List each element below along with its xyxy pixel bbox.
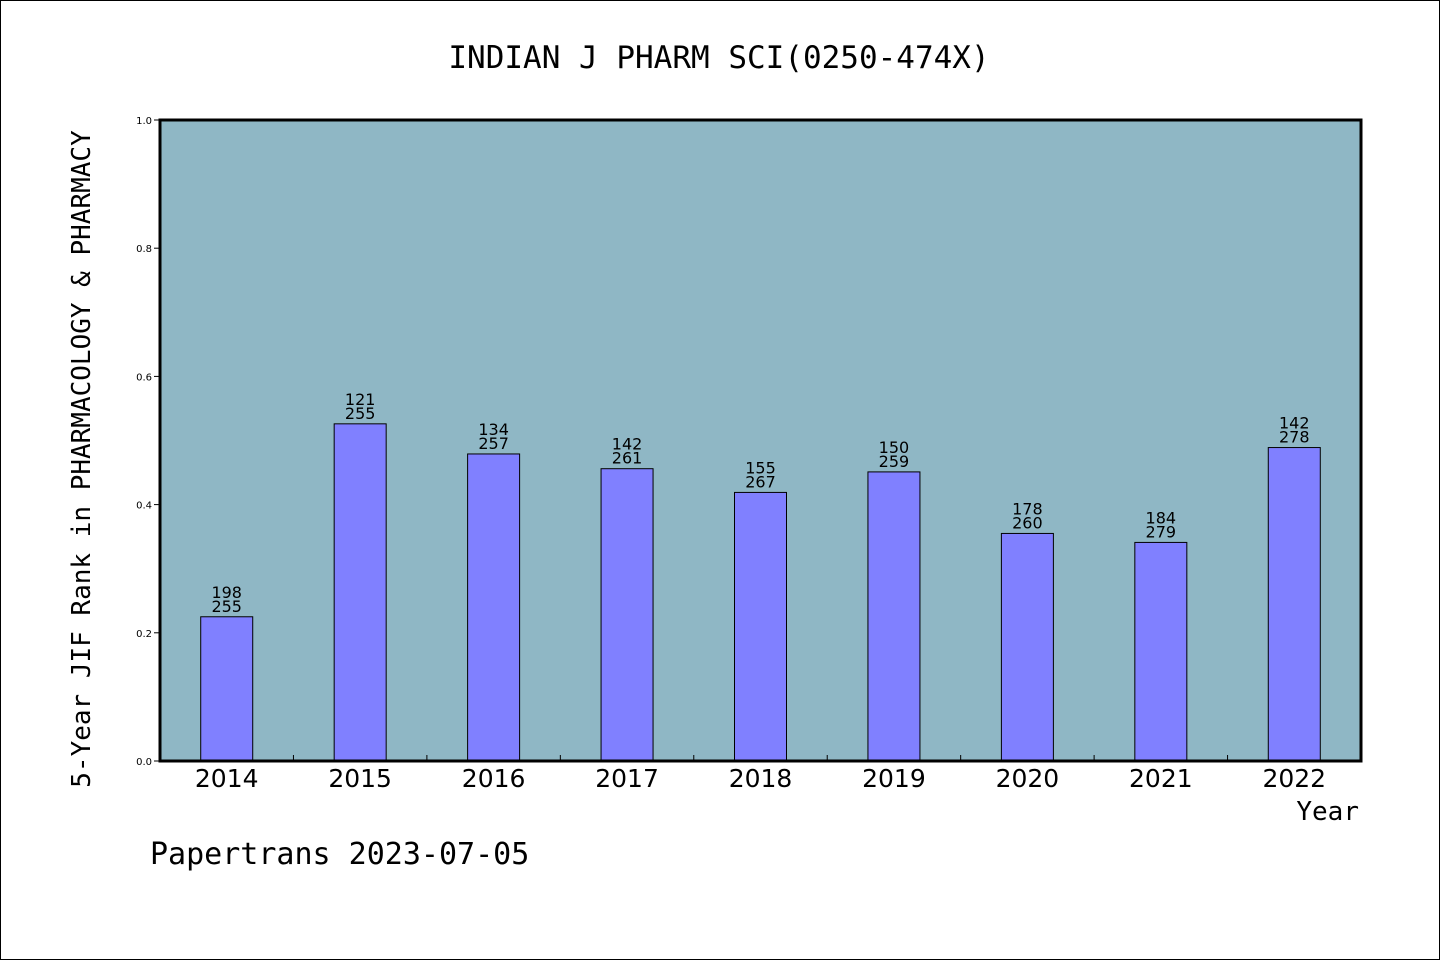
x-tick-label-2022: 2022 [1262,764,1326,793]
bar-2020 [1000,532,1054,762]
bar-2019 [867,471,921,762]
x-ticks-group: 2014 2015 2016 2017 2018 2019 2020 2021 2022 [195,755,1326,793]
y-tick-label-2: 0.4 [136,501,152,512]
bar-label-bottom-2018: 267 [745,472,776,491]
bar-2015 [333,423,387,762]
chart-title: INDIAN J PHARM SCI(0250-474X) [448,40,989,76]
bar-2016 [467,453,521,762]
bar-label-bottom-2016: 257 [478,434,509,453]
y-tick-label-0: 0.0 [136,757,152,768]
bar-label-top-2022: 142 [1279,414,1310,433]
x-tick-label-2021: 2021 [1129,764,1193,793]
bar-label-bottom-2019: 259 [879,452,910,471]
bar-label-bottom-2020: 260 [1012,513,1043,532]
x-tick-label-2014: 2014 [195,764,259,793]
x-tick-label-2020: 2020 [996,764,1060,793]
y-tick-label-3: 0.6 [136,372,152,383]
y-axis-label: 5-Year JIF Rank in PHARMACOLOGY & PHARMA… [67,130,97,788]
bar-label-bottom-2017: 261 [612,449,643,468]
x-tick-label-2018: 2018 [729,764,793,793]
y-tick-label-4: 0.8 [136,244,152,255]
bar-2017 [600,468,654,762]
bar-label-bottom-2014: 255 [211,597,242,616]
x-tick-label-2016: 2016 [462,764,526,793]
bar-label-bottom-2022: 278 [1279,428,1310,447]
plot-border [158,118,1363,763]
bar-label-top-2014: 198 [211,583,242,602]
bar-label-top-2020: 178 [1012,499,1043,518]
x-tick-label-2019: 2019 [862,764,926,793]
bar-label-top-2021: 184 [1146,508,1177,527]
bar-2018 [734,491,787,762]
bar-2014 [200,616,254,762]
bar-label-top-2016: 134 [478,420,509,439]
bar-label-top-2017: 142 [612,435,643,454]
bar-label-bottom-2021: 279 [1146,522,1177,541]
bar-label-top-2018: 155 [745,458,776,477]
bar-label-top-2015: 121 [345,390,376,409]
bar-2021 [1134,541,1188,762]
x-tick-label-2015: 2015 [328,764,392,793]
bar-label-bottom-2015: 255 [345,404,376,423]
x-tick-label-2017: 2017 [595,764,659,793]
y-ticks-group: 0.0 0.2 0.4 0.6 0.8 1.0 [136,116,160,768]
footer-text: Papertrans 2023-07-05 [150,837,529,872]
x-axis-label: Year [1296,797,1359,827]
bars-group [200,423,1321,762]
y-tick-label-1: 0.2 [136,629,152,640]
y-tick-label-5: 1.0 [136,116,152,127]
bar-2022 [1267,447,1321,762]
bar-label-top-2019: 150 [879,438,910,457]
